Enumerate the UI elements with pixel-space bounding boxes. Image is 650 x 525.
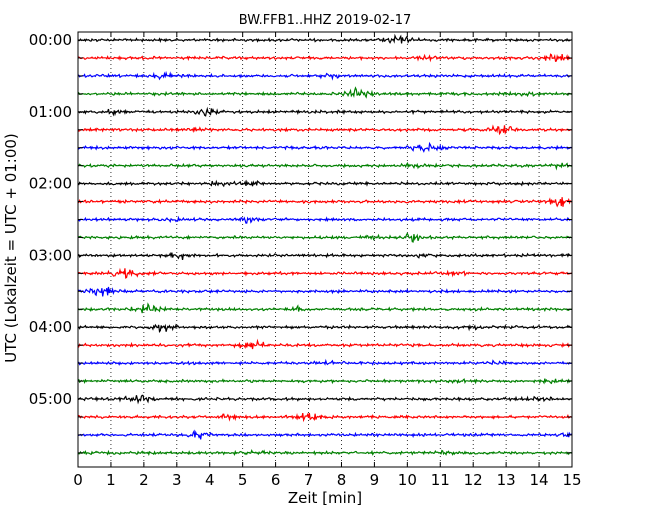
- seismic-trace: [77, 141, 573, 153]
- x-axis-label: Zeit [min]: [288, 489, 362, 507]
- seismic-trace: [77, 338, 573, 350]
- seismic-trace: [77, 86, 573, 99]
- seismic-trace: [77, 302, 573, 314]
- seismic-trace: [77, 412, 573, 423]
- seismic-trace: [77, 197, 573, 208]
- x-tick-label: 13: [497, 471, 516, 489]
- y-tick-label: 01:00: [29, 103, 72, 121]
- x-tick-label: 0: [73, 471, 83, 489]
- grid-layer: [110, 32, 540, 467]
- seismic-trace: [77, 429, 573, 440]
- y-tick-label: 05:00: [29, 390, 72, 408]
- seismic-trace: [77, 394, 573, 405]
- x-tick-label: 2: [139, 471, 149, 489]
- x-tick-label: 8: [337, 471, 347, 489]
- tick-layer: 0 1 2 3 4 5 6 7 8 9 10 11 12 13 14 1500:0001:0002:0003:…: [29, 31, 582, 489]
- y-axis-label: UTC (Lokalzeit = UTC + 01:00): [2, 133, 20, 363]
- seismic-trace: [77, 286, 573, 297]
- seismic-trace: [77, 33, 573, 44]
- seismic-trace: [77, 161, 573, 171]
- x-tick-label: 14: [530, 471, 549, 489]
- x-tick-label: 15: [562, 471, 581, 489]
- seismic-trace: [77, 378, 573, 385]
- seismic-trace: [77, 179, 573, 188]
- y-tick-label: 02:00: [29, 175, 72, 193]
- plot-frame: [77, 31, 573, 468]
- y-tick-label: 00:00: [29, 31, 72, 49]
- chart-title: BW.FFB1..HHZ 2019-02-17: [239, 13, 412, 28]
- x-tick-label: 7: [304, 471, 314, 489]
- x-tick-label: 3: [172, 471, 182, 489]
- x-tick-label: 10: [398, 471, 417, 489]
- seismic-trace: [77, 53, 573, 63]
- seismic-trace: [77, 215, 573, 224]
- x-tick-label: 6: [271, 471, 281, 489]
- trace-layer: [77, 33, 573, 457]
- y-tick-label: 03:00: [29, 246, 72, 264]
- y-tick-label: 04:00: [29, 318, 72, 336]
- x-tick-label: 12: [464, 471, 483, 489]
- x-tick-label: 5: [238, 471, 248, 489]
- seismic-trace: [77, 448, 573, 457]
- seismic-trace: [77, 106, 573, 117]
- seismic-trace: [77, 358, 573, 366]
- x-tick-label: 4: [205, 471, 215, 489]
- x-tick-label: 11: [431, 471, 450, 489]
- seismic-trace: [77, 232, 573, 243]
- seismic-trace: [77, 124, 573, 136]
- x-tick-label: 9: [370, 471, 380, 489]
- seismic-trace: [77, 267, 573, 279]
- seismic-trace: [77, 252, 573, 261]
- x-tick-label: 1: [106, 471, 116, 489]
- seismic-trace: [77, 70, 573, 81]
- seismic-trace: [77, 323, 573, 333]
